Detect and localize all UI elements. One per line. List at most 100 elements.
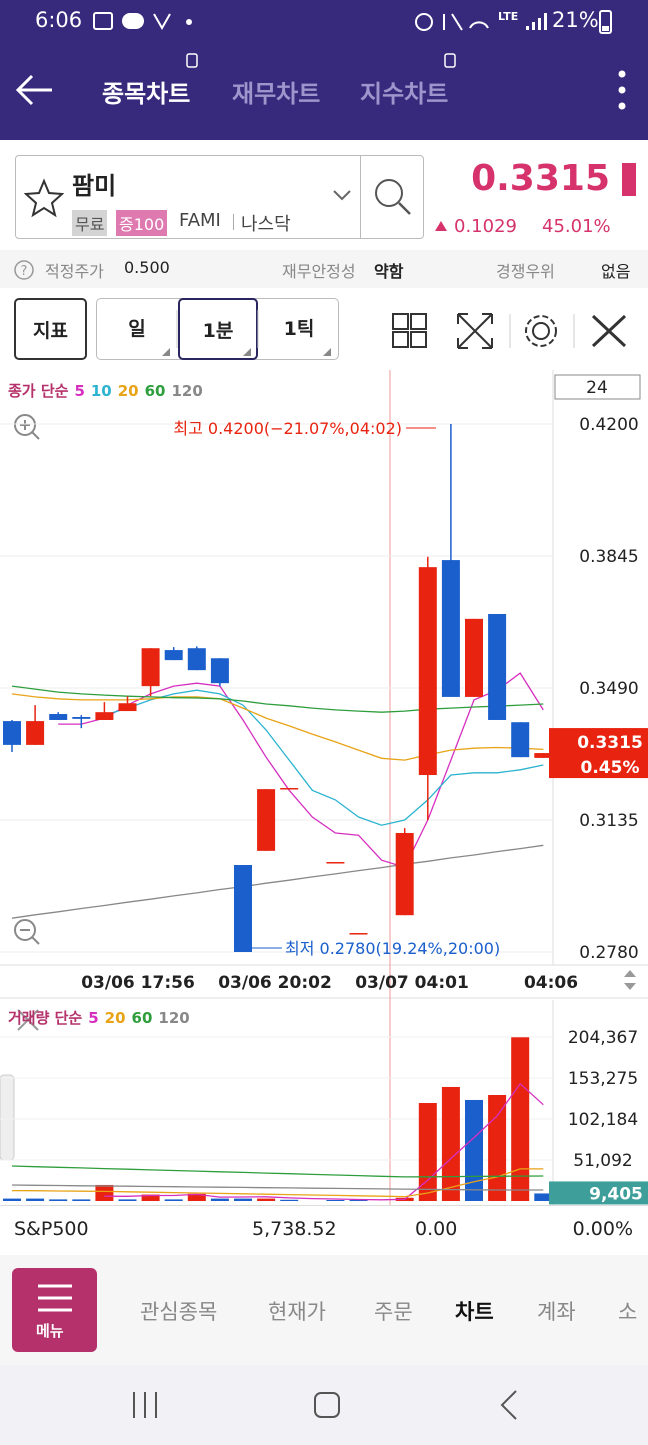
volume-average <box>104 1082 544 1201</box>
x-tick-label: 03/06 17:56 <box>81 973 195 993</box>
chart-area: 0.2780 0.3135 0.3490 0.3845 0.4200 종가 단순 5 10 20… <box>0 370 648 1205</box>
market: 나스닥 <box>241 214 291 235</box>
visible-count: 24 <box>586 378 608 398</box>
legend-item: 20 <box>118 382 139 400</box>
moving-average <box>11 844 544 919</box>
more-menu[interactable] <box>612 68 632 112</box>
network: LTE <box>498 10 519 23</box>
volume-bar <box>534 1193 553 1201</box>
svg-text:?: ? <box>21 264 28 279</box>
y-tick-label: 0.3490 <box>579 679 638 699</box>
scroll-arrows[interactable] <box>624 970 636 990</box>
nav-item[interactable]: 현재가 <box>268 1300 326 1324</box>
candle-body <box>534 753 553 758</box>
menu-button[interactable]: 메뉴 <box>12 1268 97 1352</box>
volume-bar <box>118 1199 137 1201</box>
search-button[interactable] <box>372 176 414 218</box>
info-label: 적정주가 <box>45 262 104 281</box>
volume-bar <box>349 1200 368 1201</box>
y-tick-label: 0.4200 <box>579 415 638 435</box>
divider <box>360 156 361 238</box>
candle-body <box>465 618 483 697</box>
zoom-out[interactable] <box>14 919 40 945</box>
favorite-star[interactable] <box>24 178 64 218</box>
x-tick-label: 03/07 04:01 <box>355 973 469 993</box>
zoom-in[interactable] <box>14 414 40 440</box>
x-tick-label: 03/06 20:02 <box>218 973 332 993</box>
candle-body <box>164 650 183 661</box>
annotation: 최고 0.4200(−21.07%,04:02) <box>173 419 402 438</box>
legend-item: 120 <box>158 1009 189 1027</box>
index-change-pct: 0.00% <box>572 1218 633 1240</box>
price: 0.3315 <box>471 158 610 199</box>
legend-item: 120 <box>172 382 203 400</box>
volume-bar <box>210 1198 229 1201</box>
candle-body <box>118 703 137 712</box>
clock: 6:06 <box>35 8 83 32</box>
candle-body <box>488 614 507 720</box>
period-button[interactable]: 일 <box>128 318 146 340</box>
nav-item-active[interactable]: 차트 <box>455 1300 494 1324</box>
y-tick-label: 0.3135 <box>579 811 638 831</box>
info-value: 0.500 <box>124 258 170 277</box>
close-volume[interactable] <box>17 1009 39 1031</box>
volume-bar <box>418 1103 437 1201</box>
menu-label: 메뉴 <box>36 1322 64 1340</box>
index-row <box>0 1205 648 1255</box>
price-bar <box>622 163 636 196</box>
stock-selector[interactable] <box>15 155 424 239</box>
y-tick-label: 0.3845 <box>579 547 638 567</box>
battery: 21% <box>552 8 599 32</box>
volume-bar <box>164 1199 183 1201</box>
index-change: 0.00 <box>415 1218 458 1240</box>
volume-bar <box>26 1198 45 1201</box>
side-handle[interactable] <box>0 1074 15 1161</box>
candle-body <box>418 567 437 776</box>
volume-bar <box>234 1198 252 1201</box>
moving-average <box>58 672 544 868</box>
candle-body <box>187 648 206 671</box>
candle-body <box>234 864 252 952</box>
volume-bar <box>465 1099 483 1201</box>
period-button[interactable]: 1틱 <box>283 318 315 340</box>
tab[interactable]: 지수차트 <box>360 80 449 108</box>
legend-item: 5 <box>88 1009 98 1027</box>
menu-icon <box>38 1284 72 1312</box>
period-button-active[interactable]: 1분 <box>178 298 258 360</box>
tab[interactable]: 재무차트 <box>232 80 321 108</box>
y-tick-label: 0.2780 <box>579 943 638 963</box>
bottom-nav <box>0 1255 648 1365</box>
legend-item: 5 <box>74 382 84 400</box>
volume-bar <box>280 1199 299 1201</box>
info-label: 재무안정성 <box>282 262 356 281</box>
last-volume-tag <box>549 1181 648 1205</box>
status-icons <box>93 12 192 31</box>
nav-item[interactable]: 소 <box>618 1300 638 1324</box>
y-tick-label: 204,367 <box>568 1028 638 1048</box>
system-buttons[interactable] <box>120 1387 540 1423</box>
volume-bar <box>3 1198 21 1201</box>
back-button[interactable] <box>14 70 56 110</box>
nav-item[interactable]: 계좌 <box>537 1300 576 1324</box>
indicator-button[interactable]: 지표 <box>14 298 87 360</box>
nav-item[interactable]: 주문 <box>374 1300 413 1324</box>
divider <box>233 214 234 230</box>
dropdown-arrow <box>333 190 351 201</box>
candle-body <box>49 714 68 720</box>
help-icon[interactable]: ? <box>13 259 35 281</box>
price-change: 0.1029 <box>454 216 517 237</box>
nav-item[interactable]: 관심종목 <box>140 1300 218 1324</box>
moving-average <box>11 685 544 713</box>
last-change: 0.45% <box>581 758 640 778</box>
legend-item: 10 <box>91 382 112 400</box>
system-nav <box>0 1365 648 1445</box>
tab-active[interactable]: 종목차트 <box>102 80 191 108</box>
volume-bar <box>72 1199 91 1201</box>
volume-average <box>11 1168 544 1198</box>
candle-body <box>95 712 114 720</box>
toolbar-icons[interactable] <box>390 310 640 352</box>
signal <box>526 13 547 30</box>
candle-body <box>349 933 368 935</box>
volume-average <box>11 1184 544 1191</box>
candle-body <box>511 722 530 758</box>
